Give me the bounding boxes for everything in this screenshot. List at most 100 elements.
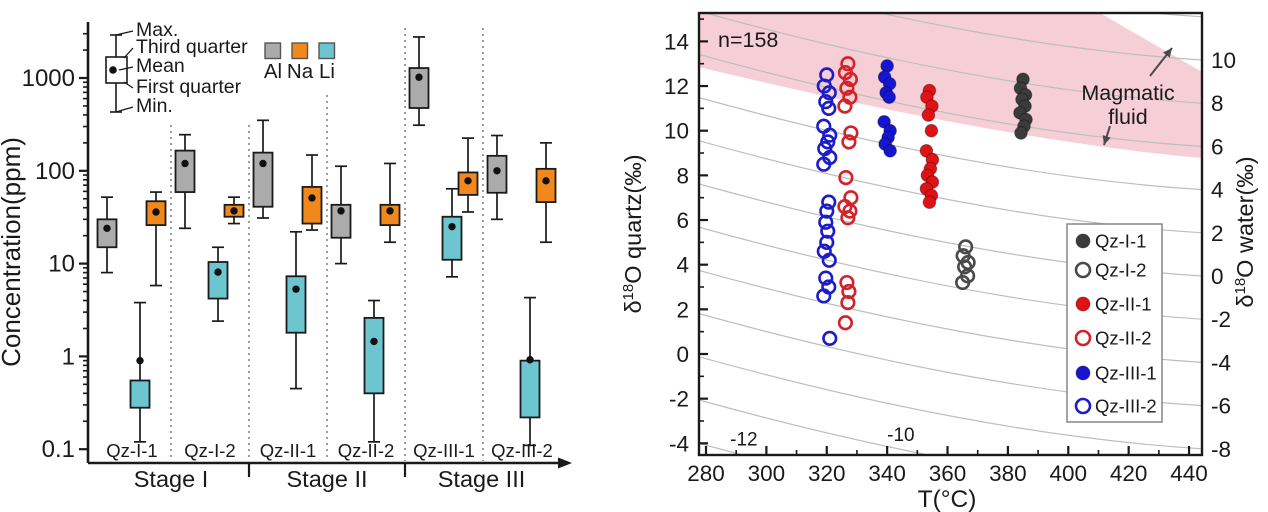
- x-tick-label: 440: [1170, 461, 1208, 486]
- y-tick-label: 1000: [22, 65, 75, 92]
- scatter-point: [922, 195, 937, 209]
- box-Li-Qz-III-1: [441, 187, 463, 278]
- legend-marker: [1075, 365, 1091, 381]
- box-Na-Qz-III-1: [457, 137, 479, 213]
- scatter-point: [837, 98, 853, 114]
- legend-marker: [1074, 329, 1092, 347]
- scatter-series-Qz-III-2: [816, 67, 838, 346]
- y-axis-title-quartz: δ18O quartz(‰): [620, 154, 646, 313]
- x-tick-label: 360: [929, 461, 967, 486]
- box-body: [301, 186, 323, 225]
- scatter-point: [919, 143, 934, 158]
- scatter-point: [821, 252, 837, 268]
- box-body: [252, 151, 274, 208]
- scatter-series-Qz-III-1: [877, 59, 897, 158]
- legend-item-Qz-III-1: Qz-III-1: [1075, 363, 1157, 384]
- box-Al-Qz-II-1: [252, 119, 274, 219]
- box-body: [408, 67, 430, 109]
- box-Al-Qz-III-1: [408, 36, 430, 127]
- scatter-point: [840, 295, 856, 311]
- isoline-water--8: [699, 356, 1202, 450]
- legend-marker: [1075, 296, 1091, 312]
- y-tick-label: 14: [664, 29, 689, 54]
- isoline-water-10: [877, 13, 1202, 61]
- scatter-point: [842, 203, 858, 219]
- y-axis-concentration: 1000 100 10 1 0.1 Concentration(ppm): [0, 22, 90, 463]
- isoline-water-6: [699, 53, 1202, 147]
- box-body: [535, 167, 557, 203]
- category-label: Qz-II-2: [338, 440, 395, 461]
- mean-dot: [230, 207, 238, 215]
- x-axis-temperature: 280 300 320 340 360 380 400 420 440 T(°C): [687, 446, 1208, 512]
- scatter-point: [820, 223, 836, 239]
- legend-swatch-Na: [291, 42, 309, 60]
- box-Al-Qz-III-2: [486, 134, 508, 221]
- mean-dot: [152, 208, 160, 216]
- y-tick-label: 6: [676, 208, 689, 233]
- mean-dot: [181, 159, 189, 168]
- legend-label-Li: Li: [319, 60, 335, 83]
- y-tick-label: 10: [664, 119, 689, 144]
- band-label-line1: Magmatic: [1081, 81, 1174, 105]
- scatter-point: [818, 270, 834, 286]
- box-body: [519, 359, 541, 419]
- scatter-point: [843, 125, 859, 141]
- legend-item-label: Qz-II-1: [1095, 294, 1152, 315]
- scatter-point: [841, 134, 857, 150]
- mean-dot: [136, 356, 144, 365]
- y-tick-label: 100: [35, 158, 75, 185]
- box-Li-Qz-I-2: [207, 246, 229, 322]
- box-Li-Qz-I-1: [129, 301, 151, 443]
- y-tick-label: 4: [676, 253, 689, 278]
- scatter-point: [821, 85, 837, 101]
- arrow-head: [1102, 135, 1111, 145]
- box-Li-Qz-II-1: [285, 230, 307, 390]
- scatter-point: [838, 169, 854, 186]
- category-label: Qz-III-1: [413, 440, 475, 461]
- scatter-point: [921, 108, 936, 122]
- x-tick-label: 420: [1110, 461, 1148, 486]
- box-Li-Qz-III-2: [519, 296, 541, 447]
- legend-item-label: Qz-I-1: [1095, 231, 1146, 252]
- scatter-point: [957, 259, 973, 275]
- right-tick-label: 0: [1211, 264, 1224, 289]
- y-tick-label: 12: [664, 74, 689, 99]
- mean-dot: [386, 207, 394, 215]
- x-tick-label: 280: [687, 461, 725, 486]
- scatter-point: [1014, 126, 1028, 140]
- scatter-point: [924, 123, 939, 138]
- box-Al-Qz-I-1: [96, 196, 118, 274]
- box-Al-Qz-II-2: [330, 165, 352, 265]
- y-tick-label: 8: [676, 163, 689, 188]
- stage-label: Stage I: [134, 466, 208, 492]
- legend-label-Al: Al: [264, 60, 282, 83]
- scatter-point: [840, 56, 856, 72]
- x-axis-stages: Qz-I-1 Qz-I-2 Qz-II-1 Qz-II-2 Qz-III-1 Qz-III…: [88, 440, 572, 492]
- scatter-point: [837, 315, 853, 331]
- mean-dot: [259, 159, 267, 168]
- box-Na-Qz-II-2: [379, 162, 401, 244]
- stage-label: Stage III: [438, 466, 526, 492]
- category-label: Qz-III-2: [491, 440, 553, 461]
- anatomy-label: Max.: [136, 19, 178, 41]
- scatter-point: [819, 203, 835, 219]
- legend-marker: [1075, 233, 1091, 249]
- y-axis-title: Concentration(ppm): [0, 137, 26, 367]
- scatter-series-Qz-I-1: [1013, 72, 1033, 140]
- scatter-point: [840, 210, 856, 226]
- y-axis-title-water: δ18O water(‰): [1232, 156, 1258, 307]
- legend-item-Qz-II-2: Qz-II-2: [1074, 328, 1152, 349]
- scatter-series-Qz-II-1: [919, 83, 940, 209]
- mean-dot: [370, 337, 378, 346]
- y-tick-label: -2: [669, 387, 689, 412]
- y-axis-water: 10 8 6 4 2 0 -2 -4 -6 -8 δ18O water(‰): [1211, 48, 1258, 462]
- anatomy-label: Mean: [136, 55, 185, 77]
- box-body: [174, 149, 196, 193]
- scatter-point: [842, 71, 858, 87]
- box-series-Na: [145, 137, 557, 287]
- legend-item-label: Qz-II-2: [1095, 328, 1152, 349]
